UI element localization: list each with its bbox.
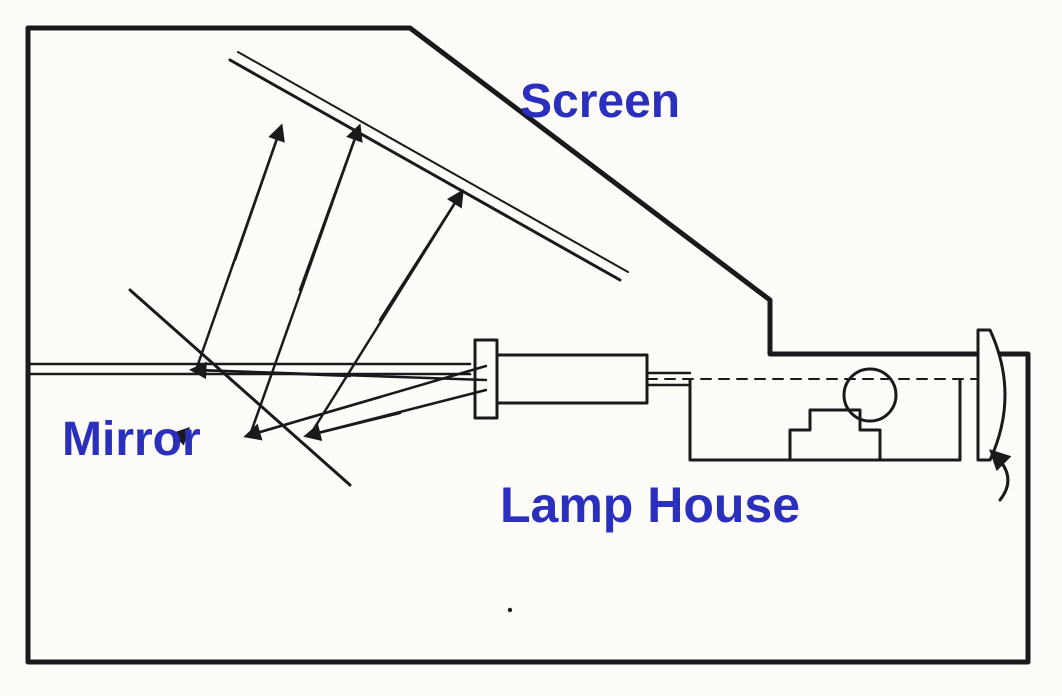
label-screen: Screen (520, 78, 680, 126)
label-mirror: Mirror (62, 416, 201, 464)
label-lamp-house: Lamp House (500, 480, 800, 530)
